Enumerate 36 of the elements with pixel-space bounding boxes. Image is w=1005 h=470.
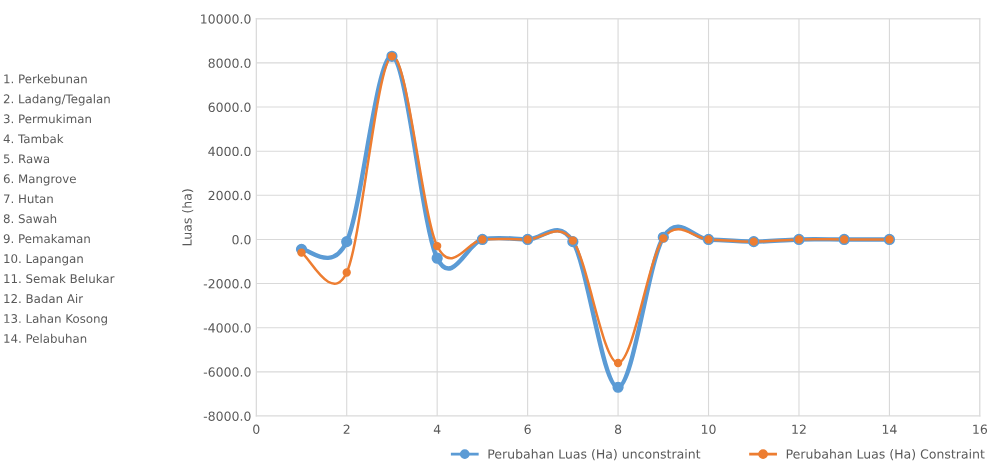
text: 12. Badan Air — [4, 293, 84, 304]
x-tick-label: 4 — [433, 424, 441, 434]
text: 4. Tambak — [3, 134, 64, 144]
text: 13. Lahan Kosong — [4, 313, 107, 326]
text: 14. Pelabuhan — [4, 333, 87, 343]
x-tick-label: 10 — [701, 424, 716, 434]
legend-label: Perubahan Luas (Ha) unconstraint — [488, 449, 701, 461]
y-tick-label: 8000.0 — [208, 58, 251, 68]
y-tick-label: 2000.0 — [208, 190, 251, 201]
y-tick-label: -4000.0 — [203, 323, 251, 333]
x-tick-label: 14 — [882, 424, 897, 434]
x-tick-label: 0 — [253, 424, 260, 434]
text: 9. Pemakaman — [3, 233, 90, 244]
text: 3. Permukiman — [3, 114, 91, 124]
y-tick-label: 0.0 — [232, 234, 251, 245]
x-tick-label: 16 — [973, 424, 988, 434]
text: 10. Lapangan — [4, 254, 83, 266]
x-tick-label: 2 — [343, 424, 350, 434]
y-tick-label: 6000.0 — [208, 102, 251, 112]
y-tick-label: -6000.0 — [203, 367, 251, 377]
y-tick-label: -2000.0 — [203, 279, 251, 289]
text: 1. Perkebunan — [4, 74, 87, 84]
text: 7. Hutan — [3, 194, 53, 204]
text: 5. Rawa — [3, 154, 50, 164]
text: 2. Ladang/Tegalan — [3, 94, 110, 106]
y-axis-title: Luas (ha) — [182, 189, 194, 246]
text: 8. Sawah — [3, 214, 57, 224]
text: 6. Mangrove — [3, 174, 76, 186]
x-tick-label: 6 — [524, 424, 531, 434]
y-tick-label: 10000.0 — [201, 14, 251, 24]
text: 11. Semak Belukar — [4, 273, 115, 284]
y-tick-label: -8000.0 — [203, 411, 251, 421]
y-tick-label: 4000.0 — [208, 146, 251, 157]
x-tick-label: 12 — [792, 424, 806, 434]
legend-label: Perubahan Luas (Ha) Constraint — [786, 449, 985, 461]
x-tick-label: 8 — [614, 424, 622, 434]
